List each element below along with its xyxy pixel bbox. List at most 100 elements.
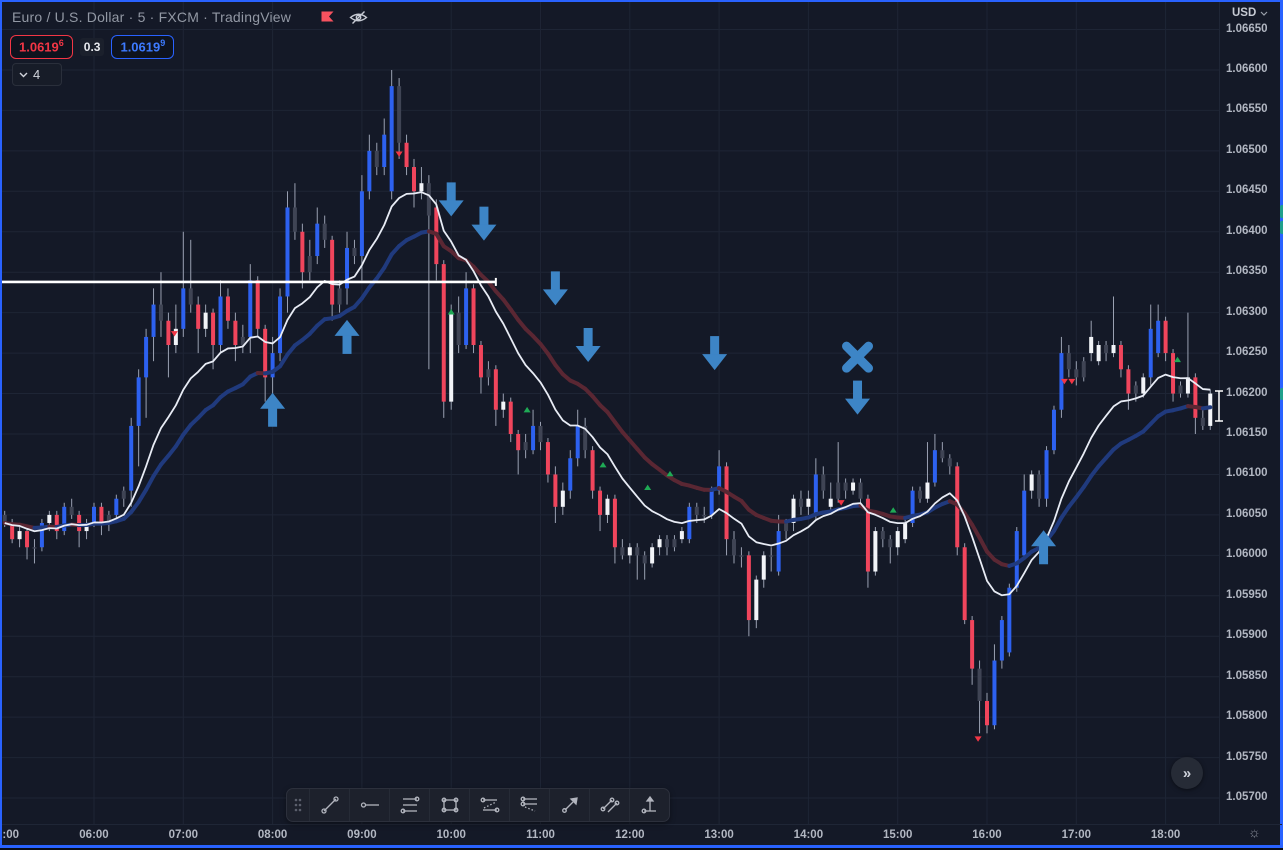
candle-body [806,499,810,507]
time-tick-label: 09:00 [347,829,376,841]
candle-body [1178,385,1182,393]
candle-body [516,434,520,450]
trend-line-icon [319,794,341,816]
candle-body [1112,345,1116,353]
candle-body [501,402,505,410]
candle-body [1022,491,1026,556]
currency-selector[interactable]: USD [1232,7,1268,19]
candle-body [114,499,118,515]
chevron-down-icon [19,72,28,78]
candle-body [472,288,476,345]
fib-trend-extension-tool-button[interactable] [509,789,549,821]
candle-body [687,507,691,539]
toolbar-drag-handle[interactable] [287,789,309,821]
candle-body [1007,588,1011,653]
candle-body [769,555,773,556]
ma-slow-segment [548,354,555,365]
flag-icon[interactable] [320,10,335,29]
arrow-down-head [439,200,464,216]
candle-body [836,483,840,499]
fib-retracement-tool-button[interactable] [389,789,429,821]
candle-body [799,499,803,507]
arrow-down-head [702,354,727,370]
indicators-collapse-chip[interactable]: 4 [12,63,62,86]
candle-body [278,296,282,353]
price-tick-label: 1.06000 [1226,548,1268,560]
candle-body [1164,321,1168,353]
axis-settings-sun-icon[interactable]: ☼ [1248,824,1261,840]
price-tick-label: 1.05850 [1226,670,1268,682]
candle-body [211,313,215,345]
candle-body [524,442,528,450]
axis-range-marker [1214,390,1224,427]
fib-channel-tool-button[interactable] [469,789,509,821]
candle-body [970,620,974,669]
candle-body [129,426,133,491]
sell-price: 1.0619 [19,40,59,55]
candle-body [814,474,818,514]
signal-triangle-up [890,507,897,512]
candle-body [620,547,624,555]
ma-slow-segment [384,254,391,267]
price-tick-label: 1.06600 [1226,63,1268,75]
arrow-down-head [543,289,568,305]
candle-body [390,86,394,191]
candle-body [710,491,714,515]
price-tick-label: 1.06150 [1226,427,1268,439]
ma-slow-segment [1084,476,1091,487]
candle-body [1067,353,1071,369]
parallel-channel-tool-button[interactable] [589,789,629,821]
candle-body [1037,474,1041,498]
candle-body [32,547,36,548]
flag-shape [322,12,334,22]
eye-off-icon[interactable] [349,10,368,30]
candle-body [352,248,356,256]
trend-line-tool-button[interactable] [309,789,349,821]
scroll-right-button[interactable]: » [1171,757,1203,789]
arrow-down-head [471,225,496,241]
candle-body [903,523,907,539]
sell-price-button[interactable]: 1.06196 [10,35,73,58]
candle-body [598,491,602,515]
buy-price: 1.0619 [120,40,160,55]
candle-body [442,264,446,402]
candle-body [330,240,334,305]
candle-body [1208,394,1212,426]
time-tick-label: 16:00 [972,829,1001,841]
candle-body [92,507,96,523]
candle-body [449,313,453,402]
candle-body [933,450,937,482]
rectangle-tool-button[interactable] [429,789,469,821]
arrow-marker-tool-button[interactable] [549,789,589,821]
candle-body [873,531,877,571]
candle-body [464,288,468,345]
candle-body [1097,345,1101,361]
candle-body [888,539,892,547]
signal-triangle-up [448,309,455,314]
candle-body [1104,345,1108,353]
candle-body [829,499,833,507]
candle-body [732,539,736,555]
candle-body [613,499,617,548]
candle-body [494,369,498,409]
candle-body [851,483,855,491]
buy-price-button[interactable]: 1.06199 [111,35,174,58]
price-tick-label: 1.06650 [1226,23,1268,35]
candle-body [360,191,364,256]
candle-body [137,377,141,426]
candle-body [1119,345,1123,369]
signal-triangle-down [975,736,982,741]
candle-body [725,466,729,539]
arrow-marker-icon [559,794,581,816]
candle-body [181,288,185,328]
drawing-toolbar [286,788,670,822]
price-range-tool-button[interactable] [629,789,669,821]
candle-body [70,507,74,515]
horizontal-line-tool-button[interactable] [349,789,389,821]
bid-ask-row: 1.06196 0.3 1.06199 [10,36,174,58]
candle-body [382,135,386,167]
